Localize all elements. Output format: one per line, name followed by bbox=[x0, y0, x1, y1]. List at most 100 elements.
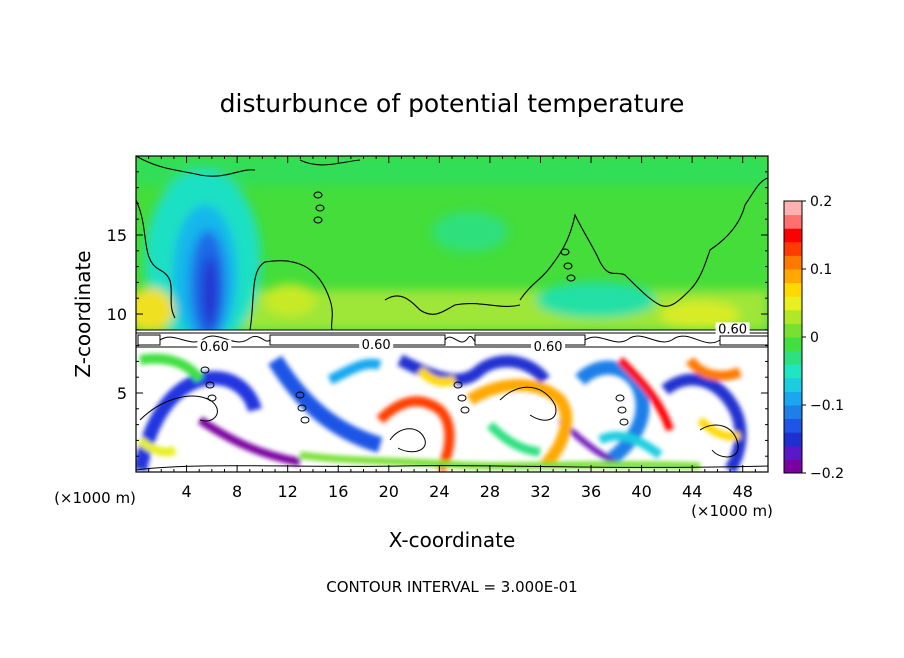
cyan-swirl bbox=[597, 431, 663, 459]
x-tick-label: 40 bbox=[631, 482, 651, 501]
colorbar-segment bbox=[784, 405, 802, 420]
colorbar-segment bbox=[784, 432, 802, 447]
y-tick-label: 5 bbox=[117, 384, 127, 403]
yellow-swirl bbox=[697, 417, 742, 441]
colorbar-segment bbox=[784, 337, 802, 352]
small-loop bbox=[560, 248, 570, 256]
contour-label-bg bbox=[359, 338, 394, 352]
x-tick-label: 28 bbox=[480, 482, 500, 501]
contour-label-bg bbox=[531, 339, 566, 353]
cool-patch-mid bbox=[432, 212, 508, 252]
small-loop bbox=[617, 406, 627, 414]
small-loop bbox=[297, 404, 307, 412]
contour-label: 0.60 bbox=[362, 338, 391, 353]
cold-swirl bbox=[661, 373, 747, 472]
contour-upper-left bbox=[136, 156, 256, 177]
small-loop bbox=[563, 262, 573, 270]
small-loop bbox=[619, 418, 629, 426]
warm-swirl bbox=[376, 396, 455, 472]
small-loop bbox=[453, 381, 463, 389]
colorbar-tick-label: 0.1 bbox=[810, 262, 832, 278]
small-loop bbox=[460, 406, 470, 414]
x-tick-label: 24 bbox=[429, 482, 449, 501]
yellow-swirl bbox=[416, 366, 457, 387]
colorbar-tick-label: −0.1 bbox=[810, 398, 844, 414]
small-loop bbox=[207, 394, 217, 402]
lower-layer-structures bbox=[136, 353, 747, 472]
colorbar-segment bbox=[784, 445, 802, 460]
x-tick-label: 48 bbox=[733, 482, 753, 501]
plot-area: 0.60 0.60 0.60 0.60 bbox=[136, 156, 768, 472]
upper-layer-contours bbox=[136, 156, 768, 331]
contour-label: 0.60 bbox=[200, 340, 229, 355]
x-tick-label: 16 bbox=[328, 482, 348, 501]
colorbar-segment bbox=[784, 241, 802, 256]
contour-label-bg bbox=[715, 322, 750, 336]
y-tick-label: 15 bbox=[107, 226, 127, 245]
contour-labels: 0.60 0.60 0.60 0.60 bbox=[197, 322, 750, 355]
colorbar-segment bbox=[784, 418, 802, 433]
chart-title: disturbunce of potential temperature bbox=[220, 89, 685, 118]
x-tick-label: 20 bbox=[379, 482, 399, 501]
colorbar-segment bbox=[784, 228, 802, 243]
colorbar-segment bbox=[784, 214, 802, 229]
warm-swirl bbox=[617, 357, 674, 432]
cold-swirl bbox=[575, 360, 650, 466]
colorbar-segment bbox=[784, 391, 802, 406]
colorbar-segment bbox=[784, 350, 802, 365]
small-loop bbox=[200, 366, 210, 374]
x-tick-label: 36 bbox=[581, 482, 601, 501]
cold-swirl bbox=[268, 355, 383, 453]
contour-mid-loops bbox=[384, 295, 521, 315]
colorbar-segment bbox=[784, 323, 802, 338]
x-tick-label: 32 bbox=[530, 482, 550, 501]
colorbar-tick-label: 0 bbox=[810, 330, 819, 346]
interface-contours bbox=[136, 329, 768, 348]
x-tick-label: 12 bbox=[278, 482, 298, 501]
y-axis: 5 10 15 bbox=[107, 171, 768, 457]
colorbar-segment bbox=[784, 201, 802, 216]
warm-patch-left bbox=[136, 288, 174, 332]
colorbar-segment bbox=[784, 269, 802, 284]
green-swirl bbox=[139, 353, 205, 384]
colorbar-segment bbox=[784, 309, 802, 324]
warm-patch-center bbox=[264, 284, 316, 316]
colorbar-tick-label: −0.2 bbox=[810, 466, 844, 482]
warm-swirl bbox=[466, 379, 573, 470]
colorbar: 0.2 0.1 0 −0.1 −0.2 bbox=[783, 194, 844, 482]
small-loop bbox=[615, 394, 625, 402]
x-tick-label: 4 bbox=[181, 482, 191, 501]
contour-interval-note: CONTOUR INTERVAL = 3.000E-01 bbox=[326, 578, 577, 596]
colorbar-tick-label: 0.2 bbox=[810, 194, 832, 210]
y-axis-title: Z-coordinate bbox=[71, 250, 95, 377]
warm-patch-far-right bbox=[660, 301, 740, 329]
small-loop bbox=[313, 216, 323, 224]
yellow-swirl bbox=[136, 436, 178, 457]
green-swirl bbox=[486, 421, 541, 457]
x-tick-label: 8 bbox=[232, 482, 242, 501]
contour-top-edge bbox=[299, 159, 361, 166]
small-loop bbox=[313, 191, 323, 199]
x-tick-label: 44 bbox=[682, 482, 702, 501]
upper-small-loops bbox=[313, 191, 576, 282]
colorbar-segment bbox=[784, 377, 802, 392]
colorbar-segment bbox=[784, 255, 802, 270]
x-axis-title: X-coordinate bbox=[389, 528, 516, 552]
cyan-swirl bbox=[327, 358, 382, 385]
colorbar-segment bbox=[784, 459, 802, 474]
small-loop bbox=[300, 416, 310, 424]
y-unit-label: (×1000 m) bbox=[54, 489, 136, 507]
small-loop bbox=[295, 391, 305, 399]
purple-band bbox=[197, 416, 301, 466]
lower-small-loops bbox=[200, 366, 629, 426]
colorbar-segment bbox=[784, 296, 802, 311]
colorbar-segment bbox=[784, 364, 802, 379]
contour-left-plume bbox=[136, 199, 333, 331]
upper-layer-anomalies bbox=[136, 156, 768, 350]
x-unit-label: (×1000 m) bbox=[691, 502, 773, 520]
small-loop bbox=[566, 274, 576, 282]
contour-right-arch bbox=[519, 177, 768, 307]
contour-label-bg bbox=[197, 339, 232, 353]
lower-layer-contours bbox=[136, 386, 768, 471]
